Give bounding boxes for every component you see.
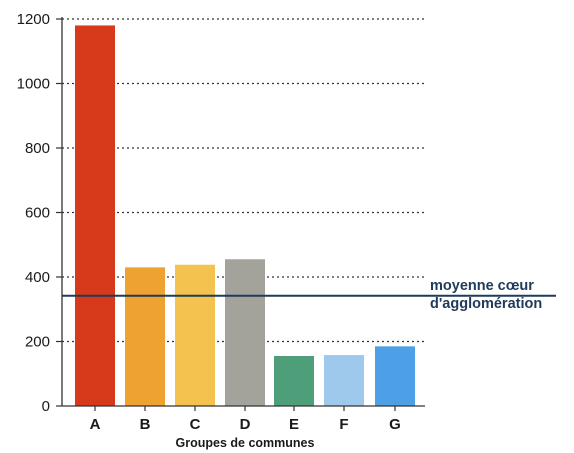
reference-label-line2: d'agglomération <box>430 296 542 312</box>
x-axis-title: Groupes de communes <box>176 436 315 450</box>
bars <box>75 25 415 406</box>
y-tick-label: 1000 <box>17 76 50 93</box>
bar-g <box>375 346 415 406</box>
category-label-f: F <box>339 416 348 433</box>
category-label-e: E <box>289 416 299 433</box>
bar-e <box>274 356 314 406</box>
category-label-g: G <box>389 416 401 433</box>
bar-c <box>175 264 215 406</box>
category-label-c: C <box>190 416 201 433</box>
x-axis-ticks: A B C D E F G <box>90 406 401 433</box>
y-tick-label: 1200 <box>17 11 50 28</box>
bar-f <box>324 355 364 406</box>
category-label-a: A <box>90 416 101 433</box>
reference-label-line1: moyenne cœur <box>430 278 534 294</box>
bar-a <box>75 25 115 406</box>
y-tick-label: 400 <box>25 269 50 286</box>
bar-d <box>225 259 265 406</box>
y-tick-label: 200 <box>25 334 50 351</box>
category-label-b: B <box>140 416 151 433</box>
y-tick-label: 0 <box>42 398 50 415</box>
y-tick-label: 600 <box>25 205 50 222</box>
bar-b <box>125 267 165 406</box>
y-axis-ticks: 0 200 400 600 800 1000 1200 <box>17 11 62 415</box>
y-tick-label: 800 <box>25 140 50 157</box>
category-label-d: D <box>240 416 251 433</box>
